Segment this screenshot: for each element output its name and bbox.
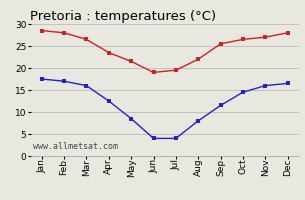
- Text: Pretoria : temperatures (°C): Pretoria : temperatures (°C): [30, 10, 217, 23]
- Text: www.allmetsat.com: www.allmetsat.com: [33, 142, 118, 151]
